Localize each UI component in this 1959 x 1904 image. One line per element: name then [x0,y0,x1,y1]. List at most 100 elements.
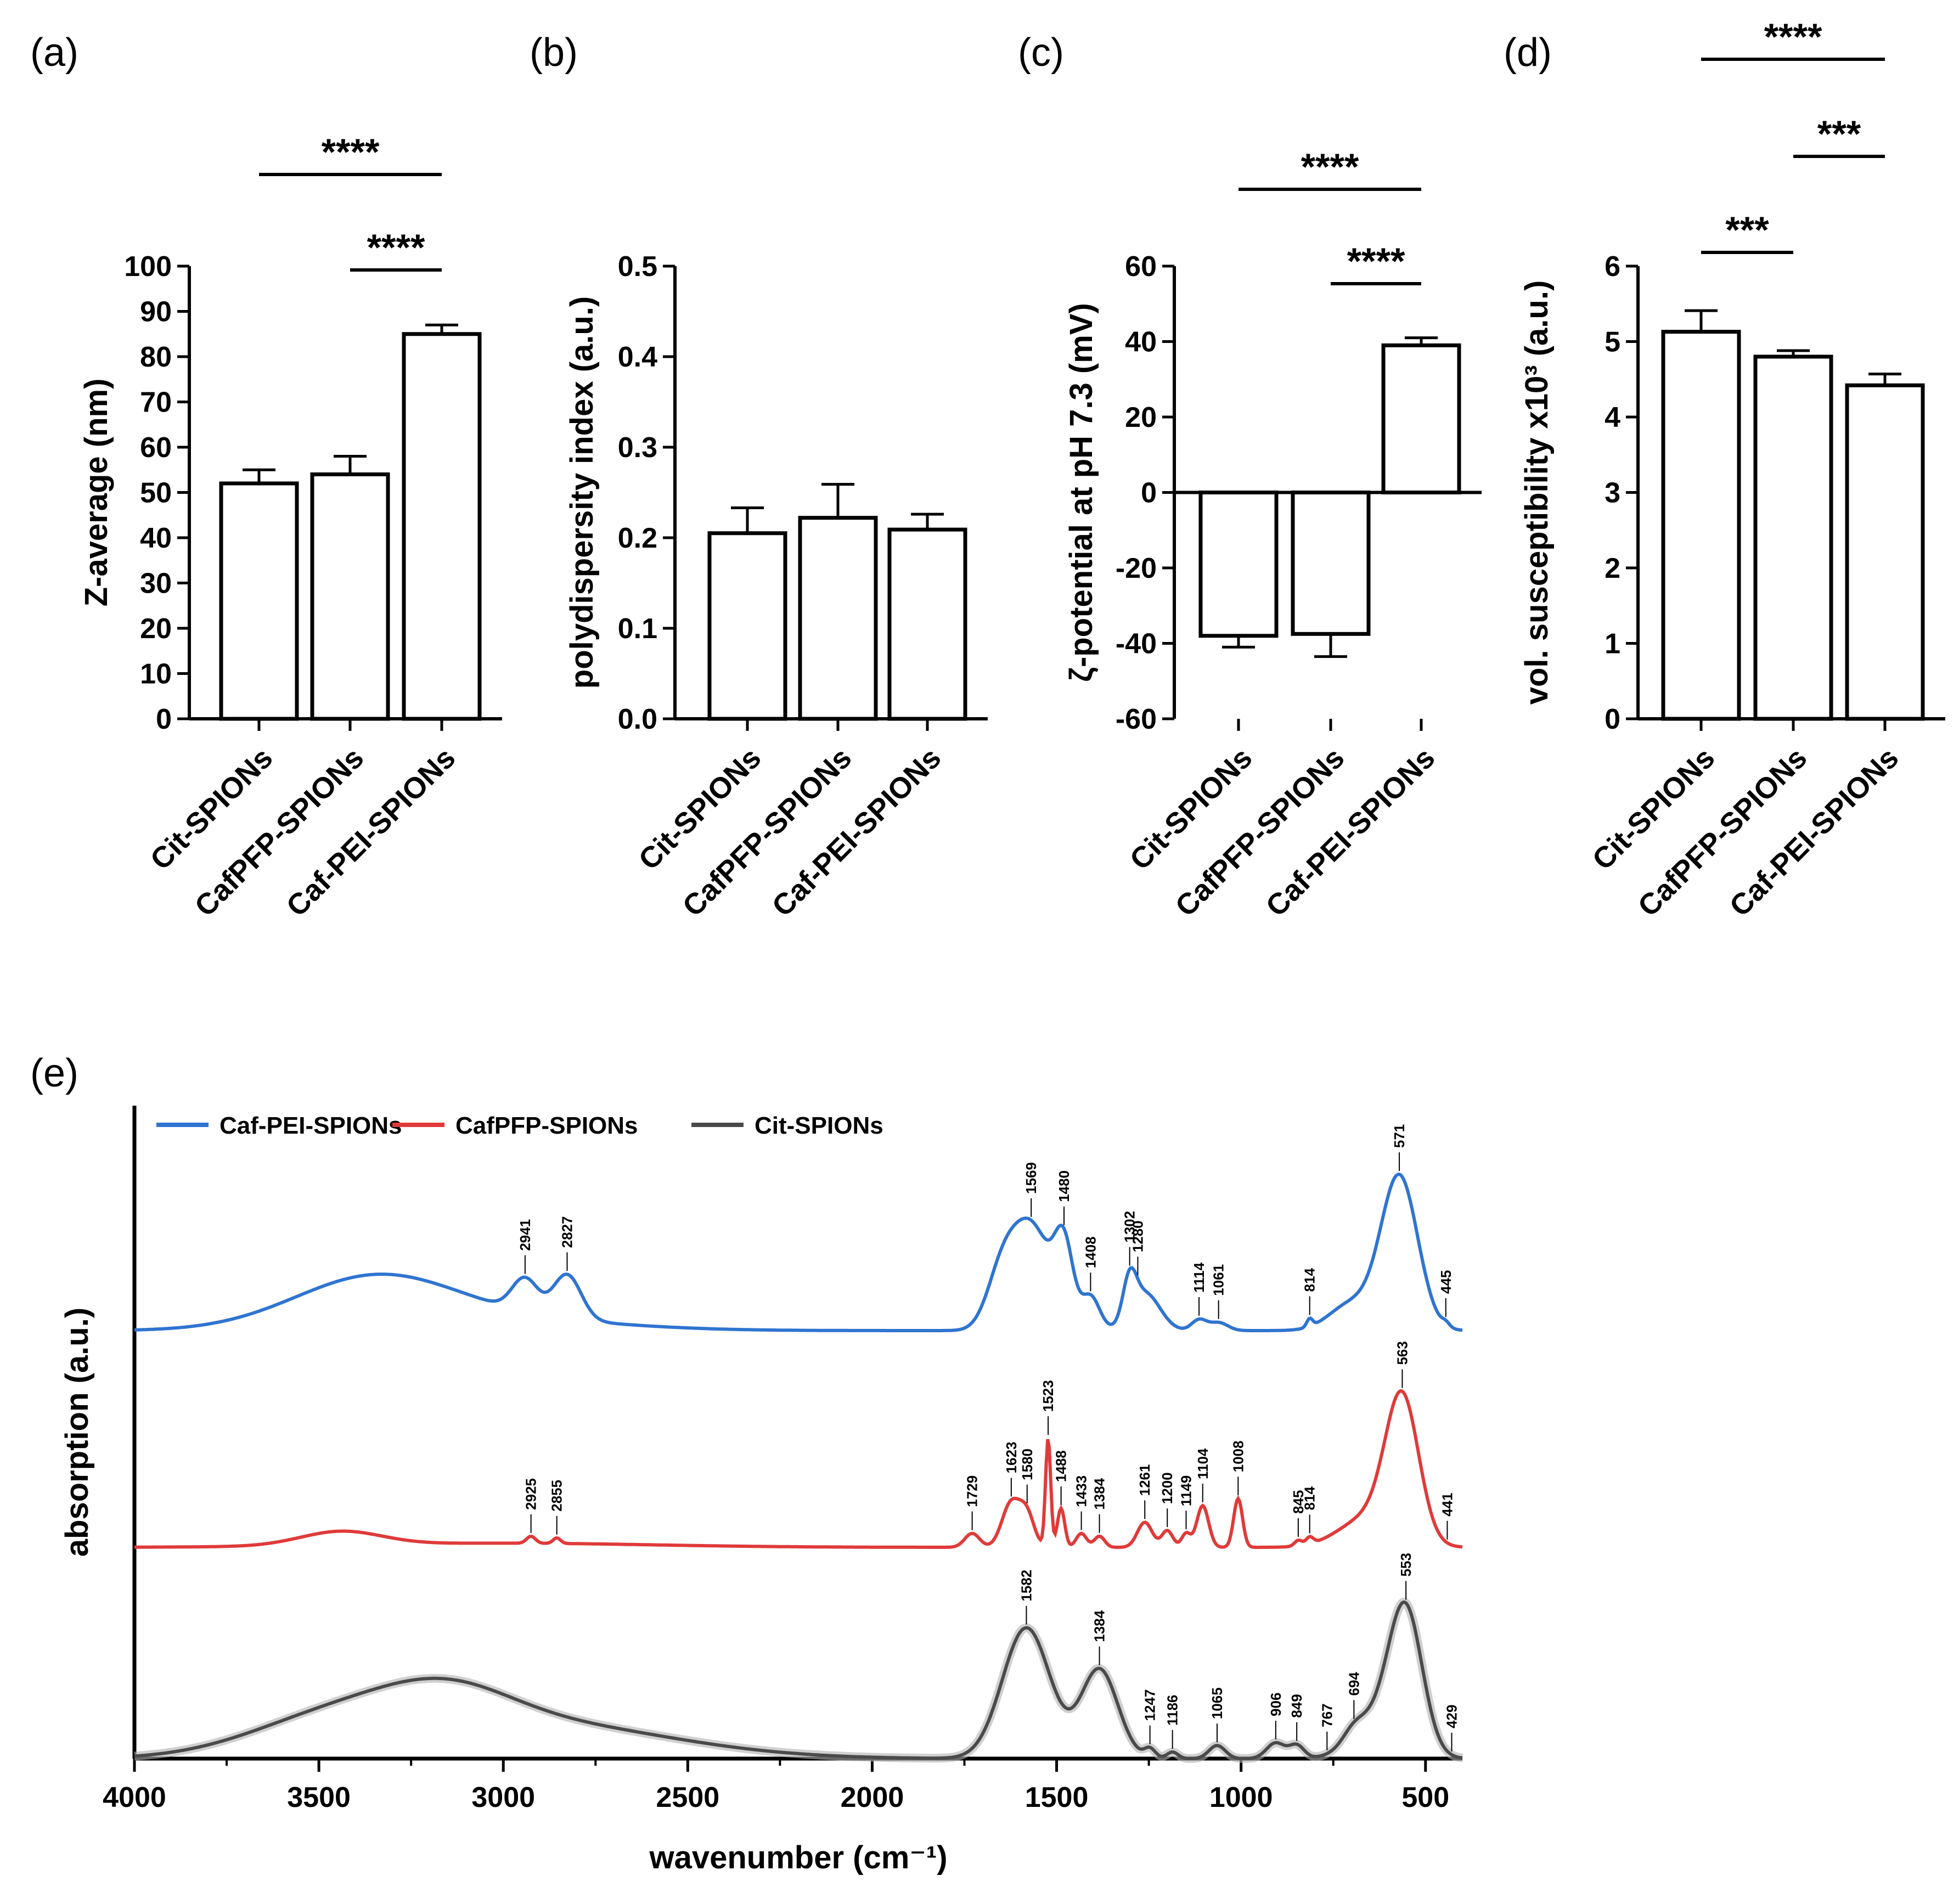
y-tick-label: -20 [1116,553,1157,584]
significance-label: **** [1301,146,1359,188]
bar-panel-3: (d) 0 1 2 3 4 5 6 vol. susceptibility x10³ (a.u.… [1504,16,1945,923]
category-label: CafPFP-SPIONs [188,741,370,923]
y-tick-label: 20 [140,613,172,645]
y-axis-title: absorption (a.u.) [59,1308,95,1557]
bar [798,516,878,721]
bar [310,472,390,721]
peak-label: 814 [1302,1486,1318,1510]
peak-label: 767 [1319,1703,1335,1727]
peak-label: 1623 [1003,1441,1020,1473]
panel-label: (a) [30,31,78,75]
bar-panel-0: (a) 0 10 20 30 40 50 60 70 80 90 100 Z-average (nm) C… [30,31,502,923]
legend-label: CafPFP-SPIONs [455,1112,638,1139]
peak-label: 1186 [1164,1695,1181,1726]
y-tick-label: 0.1 [618,613,657,645]
y-tick-label: 40 [140,522,172,554]
bar [1198,491,1279,638]
category-label: CafPFP-SPIONs [676,741,858,923]
peak-label: 1065 [1209,1687,1225,1719]
peak-label: 1729 [964,1475,981,1507]
panel-label: (e) [30,1051,78,1095]
y-tick-label: -60 [1116,703,1157,735]
bar [1753,354,1833,721]
significance-label: **** [367,227,425,268]
category-label: Caf-PEI-SPIONs [1259,741,1441,923]
peak-label: 2827 [559,1216,576,1248]
bar [887,527,967,721]
bar [1845,383,1925,721]
y-tick-label: -40 [1116,628,1157,660]
series-line [134,1172,1463,1332]
y-axis-title: Z-average (nm) [78,379,114,607]
x-tick-label: 2500 [656,1782,719,1813]
panel-label: (c) [1018,31,1064,75]
peak-label: 1384 [1091,1610,1108,1642]
panel-label: (d) [1504,31,1552,75]
x-tick-label: 500 [1401,1782,1449,1813]
y-tick-label: 60 [1125,251,1157,283]
peak-label: 1104 [1195,1448,1211,1479]
y-tick-label: 0.4 [618,341,657,373]
bar [402,332,482,721]
x-tick-label: 3000 [471,1782,535,1813]
bar [707,531,787,721]
significance-label: *** [1725,209,1769,251]
peak-label: 1302 [1122,1211,1138,1243]
x-axis-title: wavenumber (cm⁻¹) [649,1840,947,1875]
peak-label: 1433 [1073,1475,1090,1507]
significance-label: *** [1817,113,1861,155]
peak-label: 563 [1394,1341,1410,1365]
peak-label: 845 [1290,1490,1307,1514]
peak-label: 441 [1439,1492,1455,1516]
peak-label: 1582 [1018,1570,1034,1602]
legend-label: Cit-SPIONs [755,1112,883,1139]
peak-label: 571 [1391,1124,1408,1148]
y-tick-label: 3 [1605,477,1620,509]
peak-label: 1523 [1040,1380,1056,1412]
y-tick-label: 10 [140,658,172,690]
series-line [134,1389,1463,1549]
peak-label: 2941 [517,1219,533,1251]
legend-label: Caf-PEI-SPIONs [219,1112,402,1139]
bar [1661,330,1741,721]
bar [1291,491,1371,636]
bar-panel-1: (b) 0.0 0.1 0.2 0.3 0.4 0.5 polydispersity inde… [530,31,988,923]
peak-label: 2925 [523,1478,539,1510]
y-tick-label: 0 [156,703,172,735]
significance-label: **** [1764,16,1822,58]
bar [1381,343,1461,494]
peak-label: 1114 [1191,1262,1207,1293]
peak-label: 1580 [1019,1449,1035,1480]
y-tick-label: 80 [140,341,172,373]
peak-label: 553 [1398,1553,1414,1576]
y-tick-label: 0 [1605,703,1620,735]
peak-label: 814 [1302,1268,1318,1292]
peak-label: 1480 [1056,1170,1072,1202]
y-tick-label: 1 [1605,628,1620,660]
category-label: Caf-PEI-SPIONs [765,741,947,923]
y-tick-label: 4 [1605,402,1620,433]
category-label: CafPFP-SPIONs [1169,741,1350,923]
peak-label: 445 [1438,1270,1454,1294]
peak-label: 906 [1268,1693,1284,1716]
y-axis-title: polydispersity index (a.u.) [564,296,600,689]
peak-label: 1384 [1091,1478,1108,1509]
bar [219,481,299,721]
bar-panel-2: (c) -60 -40 -20 0 20 40 60 ζ-potential at pH 7.3… [1018,31,1482,923]
y-axis-title: vol. susceptibility x10³ (a.u.) [1519,280,1555,705]
y-tick-label: 20 [1125,402,1157,433]
peak-label: 1488 [1053,1450,1069,1482]
peak-label: 2855 [549,1480,565,1512]
peak-label: 1247 [1142,1689,1158,1721]
peak-label: 849 [1288,1694,1305,1717]
y-tick-label: 0.5 [618,251,657,283]
category-label: CafPFP-SPIONs [1631,741,1813,923]
y-tick-label: 6 [1605,251,1620,283]
y-tick-label: 60 [140,432,172,464]
y-tick-label: 100 [124,251,172,283]
y-tick-label: 0.3 [618,432,657,464]
significance-label: **** [322,131,380,173]
series-band [134,1597,1463,1763]
x-tick-label: 3500 [287,1782,351,1813]
